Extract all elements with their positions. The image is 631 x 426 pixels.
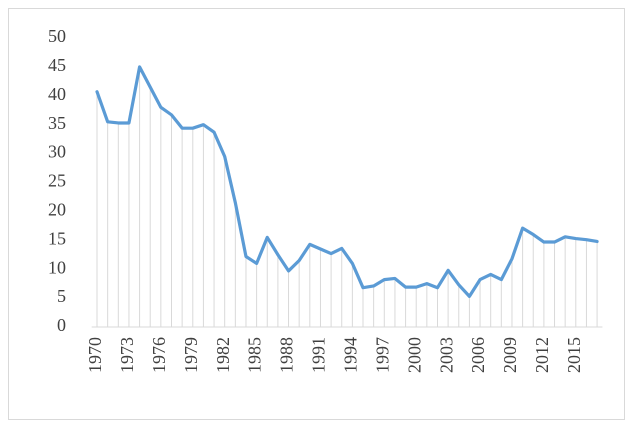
y-tick-label: 15 [48, 228, 66, 248]
data-line [95, 65, 599, 298]
y-tick-label: 5 [57, 286, 66, 306]
x-tick-label: 2015 [564, 337, 584, 373]
y-tick-label: 25 [48, 171, 66, 191]
x-tick-label: 1979 [181, 337, 201, 373]
x-tick-label: 2009 [500, 337, 520, 373]
x-tick-label: 1973 [117, 337, 137, 373]
x-tick-label: 1976 [149, 337, 169, 373]
y-tick-label: 45 [48, 55, 66, 75]
x-tick-label: 1988 [277, 337, 297, 373]
x-tick-label: 2006 [468, 337, 488, 373]
x-tick-label: 1997 [372, 337, 392, 373]
x-tick-label: 2000 [404, 337, 424, 373]
y-tick-label: 35 [48, 113, 66, 133]
y-tick-label: 0 [57, 315, 66, 335]
x-tick-label: 2003 [436, 337, 456, 373]
y-tick-label: 10 [48, 257, 66, 277]
y-tick-label: 20 [48, 200, 66, 220]
x-tick-label: 1994 [340, 337, 360, 373]
y-tick-label: 40 [48, 84, 66, 104]
y-tick-label: 30 [48, 142, 66, 162]
y-tick-label: 50 [48, 26, 66, 46]
x-tick-label: 1982 [213, 337, 233, 373]
x-tick-label: 1991 [309, 337, 329, 373]
x-tick-label: 2012 [532, 337, 552, 373]
chart-frame [8, 8, 625, 420]
x-tick-label: 1985 [245, 337, 265, 373]
x-tick-label: 1970 [85, 337, 105, 373]
